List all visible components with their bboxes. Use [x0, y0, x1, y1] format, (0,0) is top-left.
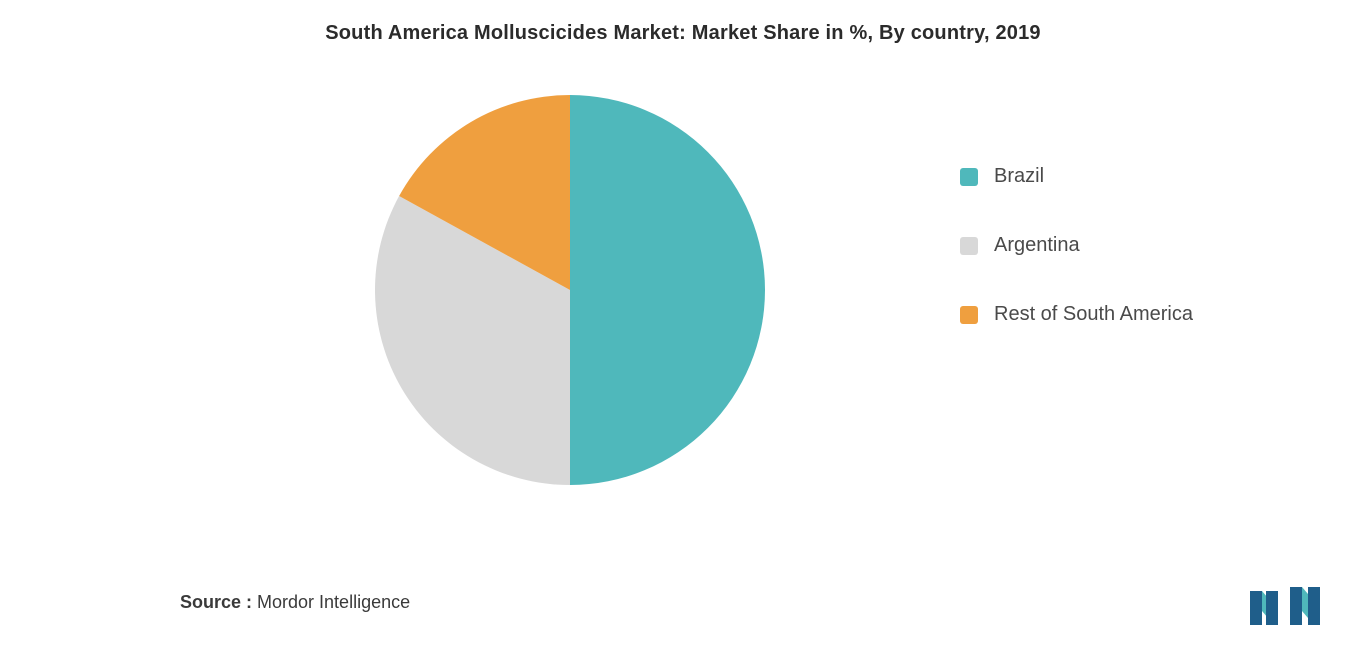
source-value: Mordor Intelligence [257, 592, 410, 612]
legend-label: Rest of South America [994, 303, 1193, 326]
source-separator: : [241, 592, 257, 612]
legend-item-0: Brazil [960, 165, 1280, 188]
legend-label: Brazil [994, 165, 1044, 188]
source-line: Source : Mordor Intelligence [180, 592, 410, 613]
legend-item-1: Argentina [960, 234, 1280, 257]
pie-chart [370, 90, 770, 490]
legend-swatch [960, 168, 978, 186]
legend: Brazil Argentina Rest of South America [960, 165, 1280, 372]
chart-title: South America Molluscicides Market: Mark… [0, 22, 1366, 45]
legend-label: Argentina [994, 234, 1080, 257]
pie-svg [370, 90, 770, 490]
legend-item-2: Rest of South America [960, 303, 1280, 326]
legend-swatch [960, 237, 978, 255]
source-label: Source [180, 592, 241, 612]
pie-slice-0 [570, 95, 765, 485]
legend-swatch [960, 306, 978, 324]
mordor-logo [1248, 581, 1326, 627]
